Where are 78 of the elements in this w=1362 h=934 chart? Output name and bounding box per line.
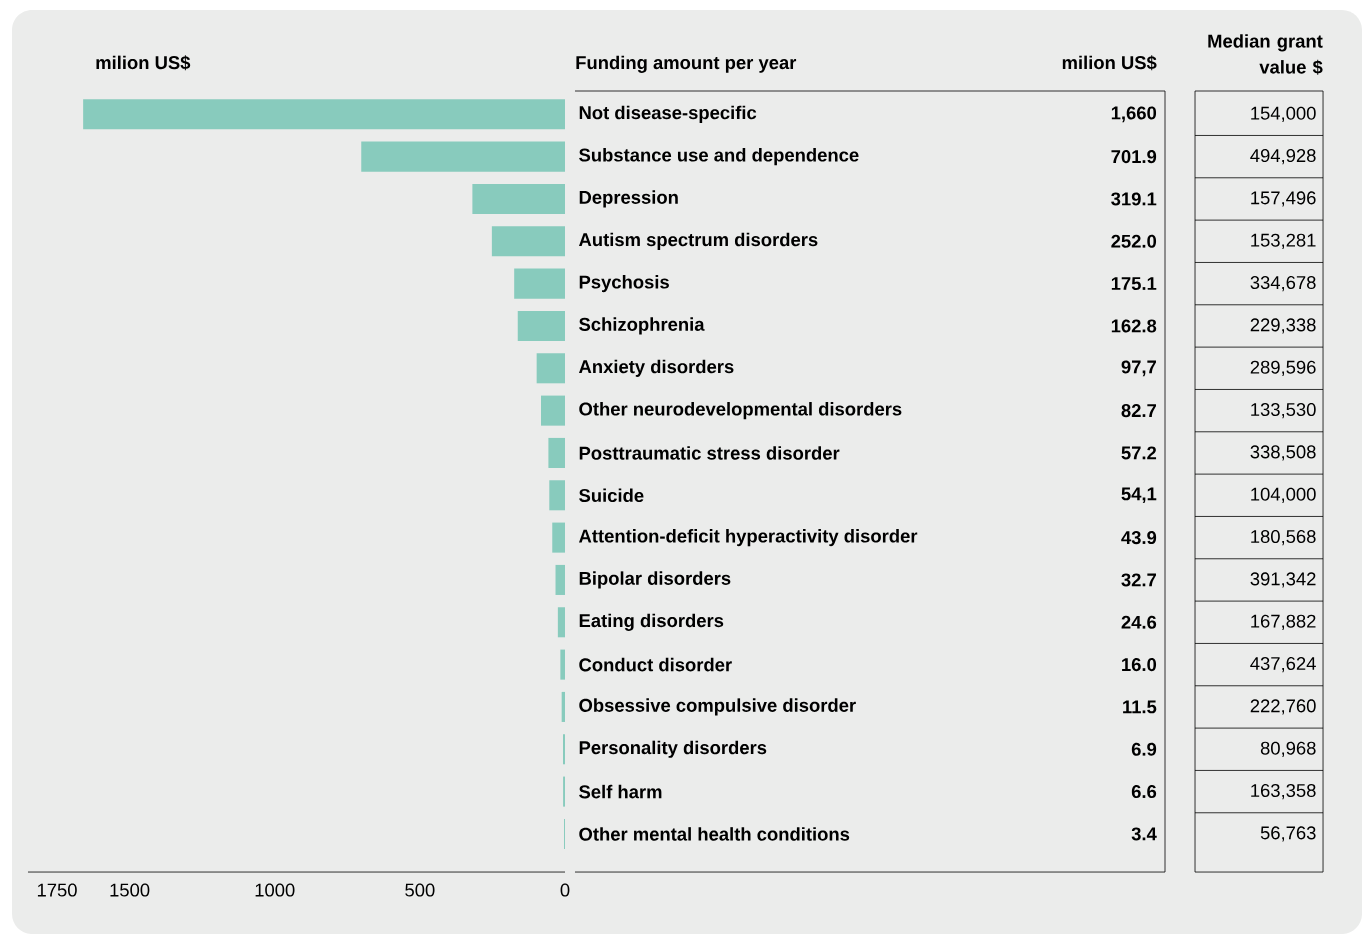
y-tick-label: Self harm (579, 784, 662, 799)
y-tick-label: Posttraumatic stress disorder (579, 446, 840, 460)
bar (514, 268, 565, 299)
data-label: 54,1 (1121, 487, 1157, 504)
text: milion US$ (1062, 55, 1157, 71)
bar (549, 480, 565, 511)
data-label: 157,496 (1251, 191, 1316, 207)
data-label: 1,660 (1111, 106, 1157, 123)
bar (361, 141, 565, 172)
bar (557, 607, 565, 638)
bar (548, 437, 565, 468)
bar (552, 522, 565, 553)
y-axis-title: Funding amount per year (576, 55, 797, 73)
x-tick-label: 1500 (110, 883, 150, 897)
x-tick-label: 1750 (37, 883, 77, 897)
y-tick-label: Schizophrenia (579, 317, 705, 335)
data-label: 6.9 (1131, 742, 1157, 756)
data-label: 80,968 (1260, 741, 1316, 757)
data-label: 289,596 (1250, 360, 1316, 376)
data-label: 3.4 (1131, 827, 1157, 841)
data-label: 338,508 (1250, 445, 1316, 461)
bar (536, 353, 565, 384)
y-tick-label: Substance use and dependence (579, 148, 859, 166)
data-label: 162.8 (1111, 319, 1157, 333)
data-label: 104,000 (1251, 487, 1316, 503)
bar (491, 226, 565, 257)
y-tick-label: Depression (579, 190, 678, 208)
y-tick-label: Eating disorders (579, 613, 724, 631)
y-tick-label: Bipolar disorders (579, 571, 731, 589)
data-label: 32.7 (1121, 573, 1156, 587)
y-tick-label: Autism spectrum disorders (578, 232, 818, 250)
data-label: 24.6 (1121, 615, 1157, 629)
bar (83, 99, 565, 130)
data-label: 319.1 (1111, 192, 1157, 206)
data-label: 391,342 (1250, 572, 1316, 588)
data-label: 701.9 (1111, 150, 1157, 164)
bar (472, 183, 565, 214)
data-label: 56,763 (1260, 826, 1316, 842)
y-tick-label: Suicide (579, 488, 644, 503)
y-tick-label: Conduct disorder (579, 657, 732, 672)
y-tick-label: Attention-deficit hyperactivity disorder (578, 529, 918, 547)
bar (561, 691, 565, 722)
data-label: 153,281 (1251, 233, 1316, 249)
bar (560, 649, 565, 680)
data-label: 229,338 (1250, 318, 1316, 334)
data-label: 43.9 (1121, 531, 1157, 545)
y-tick-label: Psychosis (579, 275, 669, 293)
data-label: 222,760 (1250, 699, 1316, 715)
x-tick-label: 0 (560, 883, 570, 897)
data-label: 437,624 (1250, 656, 1316, 673)
data-label: 16.0 (1122, 658, 1157, 672)
data-label: 180,568 (1251, 529, 1316, 546)
data-label: 6.6 (1131, 785, 1157, 799)
data-label: 175.1 (1111, 277, 1157, 291)
y-tick-label: Obsessive compulsive disorder (579, 698, 856, 716)
y-tick-label: Not disease-specific (579, 105, 757, 123)
data-label: 11.5 (1123, 700, 1157, 714)
data-label: 82.7 (1121, 404, 1156, 418)
x-tick-label: 1000 (255, 883, 295, 897)
y-tick-label: Other neurodevelopmental disorders (579, 402, 902, 420)
y-tick-label: Personality disorders (579, 740, 767, 758)
x-axis-title: milion US$ (96, 55, 191, 71)
data-label: 163,358 (1251, 783, 1316, 800)
data-label: 252.0 (1111, 234, 1157, 248)
data-label: 97,7 (1121, 360, 1156, 377)
text: Median grant value $ (1208, 34, 1323, 75)
data-label: 57.2 (1121, 446, 1157, 460)
data-label: 494,928 (1250, 149, 1316, 165)
data-label: 334,678 (1250, 276, 1316, 292)
y-tick-label: Anxiety disorders (578, 359, 734, 377)
x-tick-label: 500 (405, 883, 435, 897)
data-label: 167,882 (1251, 614, 1316, 630)
bar (517, 310, 565, 341)
y-tick-label: Other mental health conditions (579, 827, 850, 841)
data-label: 133,530 (1251, 403, 1316, 419)
bar (555, 564, 565, 595)
data-label: 154,000 (1251, 106, 1316, 122)
bar (541, 395, 565, 426)
